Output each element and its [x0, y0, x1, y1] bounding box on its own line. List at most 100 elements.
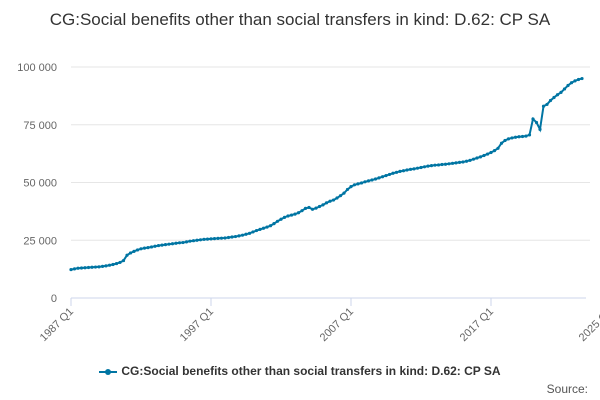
data-point[interactable]	[170, 242, 175, 246]
data-point[interactable]	[436, 163, 441, 167]
data-point[interactable]	[552, 95, 556, 100]
data-point[interactable]	[471, 157, 476, 161]
data-point[interactable]	[328, 199, 332, 203]
data-point[interactable]	[338, 194, 343, 198]
data-point[interactable]	[510, 136, 514, 140]
data-point[interactable]	[489, 150, 493, 155]
data-point[interactable]	[447, 162, 451, 166]
data-point[interactable]	[408, 167, 413, 171]
data-point[interactable]	[268, 224, 273, 228]
data-point[interactable]	[520, 134, 525, 139]
data-point[interactable]	[282, 215, 287, 219]
data-point[interactable]	[415, 166, 420, 170]
data-point[interactable]	[331, 198, 336, 202]
data-point[interactable]	[517, 135, 521, 139]
data-point[interactable]	[443, 162, 448, 166]
data-point[interactable]	[499, 141, 504, 145]
data-point[interactable]	[412, 167, 416, 171]
data-point[interactable]	[223, 236, 227, 240]
data-point[interactable]	[461, 160, 465, 164]
data-point[interactable]	[317, 204, 322, 209]
data-point[interactable]	[90, 265, 94, 269]
data-point[interactable]	[513, 135, 518, 139]
data-point[interactable]	[93, 265, 98, 269]
data-point[interactable]	[573, 79, 577, 83]
data-point[interactable]	[83, 266, 87, 270]
data-point[interactable]	[524, 134, 528, 138]
data-point[interactable]	[307, 205, 311, 210]
data-point[interactable]	[531, 117, 535, 121]
data-point[interactable]	[76, 266, 80, 270]
data-point[interactable]	[324, 201, 329, 205]
data-point[interactable]	[139, 247, 143, 251]
data-point[interactable]	[559, 90, 563, 95]
data-point[interactable]	[569, 81, 574, 85]
data-point[interactable]	[247, 231, 252, 235]
data-point[interactable]	[468, 158, 472, 162]
data-point[interactable]	[457, 160, 462, 165]
data-point[interactable]	[156, 243, 161, 248]
data-point[interactable]	[97, 265, 101, 269]
data-point[interactable]	[310, 207, 315, 211]
data-point[interactable]	[114, 261, 119, 266]
data-point[interactable]	[422, 165, 427, 169]
data-point[interactable]	[254, 228, 259, 233]
data-point[interactable]	[314, 206, 318, 210]
data-point[interactable]	[373, 177, 378, 181]
data-point[interactable]	[377, 176, 381, 180]
data-point[interactable]	[450, 161, 455, 165]
data-point[interactable]	[359, 181, 364, 185]
data-point[interactable]	[132, 249, 136, 253]
data-point[interactable]	[191, 239, 196, 243]
data-point[interactable]	[426, 164, 430, 168]
data-point[interactable]	[265, 225, 269, 229]
data-point[interactable]	[538, 127, 542, 131]
data-point[interactable]	[100, 264, 105, 268]
data-point[interactable]	[433, 163, 437, 167]
data-point[interactable]	[244, 232, 248, 236]
data-point[interactable]	[506, 137, 511, 141]
data-point[interactable]	[111, 262, 115, 267]
data-point[interactable]	[163, 243, 168, 247]
data-point[interactable]	[181, 240, 185, 245]
data-point[interactable]	[454, 161, 458, 165]
data-point[interactable]	[345, 187, 350, 192]
data-point[interactable]	[478, 155, 483, 159]
data-point[interactable]	[174, 241, 178, 245]
data-point[interactable]	[387, 172, 392, 177]
data-point[interactable]	[342, 191, 346, 195]
data-point[interactable]	[237, 234, 241, 238]
data-point[interactable]	[202, 237, 206, 241]
data-point[interactable]	[296, 211, 301, 215]
data-point[interactable]	[135, 248, 140, 252]
data-point[interactable]	[104, 264, 108, 268]
data-point[interactable]	[440, 162, 444, 167]
data-point[interactable]	[121, 258, 126, 263]
data-point[interactable]	[492, 149, 497, 153]
data-point[interactable]	[188, 239, 192, 243]
data-point[interactable]	[258, 227, 262, 231]
data-point[interactable]	[300, 209, 304, 213]
data-point[interactable]	[184, 240, 189, 244]
data-point[interactable]	[177, 241, 182, 245]
data-point[interactable]	[527, 133, 532, 137]
data-point[interactable]	[198, 238, 203, 242]
legend[interactable]: CG:Social benefits other than social tra…	[0, 364, 600, 378]
data-point[interactable]	[335, 196, 339, 200]
data-point[interactable]	[146, 246, 150, 250]
data-point[interactable]	[394, 170, 399, 174]
data-point[interactable]	[226, 235, 231, 240]
data-point[interactable]	[205, 237, 210, 241]
data-point[interactable]	[289, 213, 294, 217]
data-point[interactable]	[286, 214, 290, 218]
data-point[interactable]	[272, 222, 276, 226]
data-point[interactable]	[562, 87, 567, 91]
data-point[interactable]	[580, 76, 584, 81]
data-point[interactable]	[230, 235, 234, 239]
data-point[interactable]	[485, 152, 490, 156]
data-point[interactable]	[398, 169, 402, 174]
data-point[interactable]	[555, 93, 560, 97]
data-point[interactable]	[279, 217, 283, 221]
data-point[interactable]	[429, 164, 434, 168]
data-point[interactable]	[86, 265, 91, 270]
